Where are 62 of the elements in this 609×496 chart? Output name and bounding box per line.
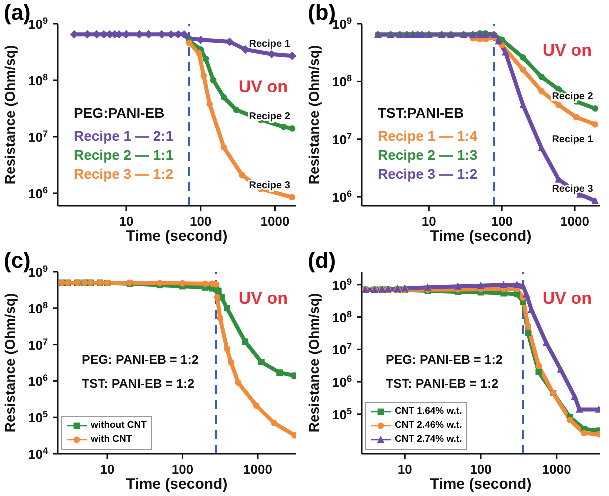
annotation: Recipe 2 — 1:1 <box>74 146 174 166</box>
x-axis-title: Time (second) <box>126 228 228 245</box>
annotation: TST: PANI-EB = 1:2 <box>82 376 196 394</box>
x-tick-label: 1000 <box>560 214 590 229</box>
chart-title: (a) <box>4 0 31 25</box>
y-tick-label: 10$^{8}$ <box>28 72 48 88</box>
x-tick-label: 100 <box>491 214 513 229</box>
y-axis-title: Resistance (Ohm/sq) <box>306 293 322 433</box>
annotation: Recipe 1 — 1:4 <box>378 127 478 146</box>
annotation: Recipe 1 — 2:1 <box>74 127 174 146</box>
y-tick-label: 10$^{7}$ <box>28 336 48 353</box>
x-tick-label: 100 <box>470 462 492 477</box>
legend-label: without CNT <box>91 419 147 433</box>
series-label: Recipe 1 <box>552 134 594 146</box>
chart-title: (c) <box>4 248 31 273</box>
x-tick-label: 10 <box>100 462 115 477</box>
annotation: PEG: PANI-EB = 1:2 <box>386 352 503 370</box>
ref-line-label: UV on <box>238 78 288 97</box>
series-label: Recipe 1 <box>249 39 291 50</box>
y-tick-label: 10$^{8}$ <box>332 74 352 90</box>
annotation: Recipe 3 — 1:2 <box>378 165 478 184</box>
legend-label: CNT 2.74% w.t. <box>395 433 462 447</box>
x-axis-title: Time (second) <box>430 228 532 245</box>
y-tick-label: 10$^{8}$ <box>28 300 48 316</box>
y-tick-label: 10$^{6}$ <box>28 185 48 202</box>
annotation: Recipe 2 — 1:3 <box>378 146 478 166</box>
y-tick-label: 10$^{6}$ <box>332 189 352 206</box>
ref-line-label: UV on <box>238 289 288 308</box>
legend-label: with CNT <box>91 433 132 447</box>
y-tick-label: 10$^{7}$ <box>332 342 352 358</box>
annotation: Recipe 3 — 1:2 <box>74 165 174 184</box>
y-axis-title: Resistance (Ohm/sq) <box>306 45 322 185</box>
y-tick-label: 10$^{7}$ <box>28 128 48 145</box>
legend-label: CNT 2.46% w.t. <box>395 419 462 433</box>
annotation: TST: PANI-EB = 1:2 <box>386 376 500 394</box>
y-axis-title: Resistance (Ohm/sq) <box>2 293 18 433</box>
x-tick-label: 100 <box>190 214 212 229</box>
y-axis-title: Resistance (Ohm/sq) <box>2 45 18 185</box>
legend-label: CNT 1.64% w.t. <box>395 405 462 419</box>
ref-line-label: UV on <box>542 41 592 60</box>
x-tick-label: 10 <box>422 214 436 229</box>
x-tick-label: 10 <box>119 214 134 229</box>
x-tick-label: 100 <box>172 462 194 477</box>
y-tick-label: 10$^{6}$ <box>332 374 352 390</box>
x-tick-label: 1000 <box>244 462 272 477</box>
annotation: TST:PANI-EB <box>378 104 466 124</box>
x-axis-title: Time (second) <box>430 476 532 493</box>
x-tick-label: 10 <box>398 462 412 477</box>
y-tick-label: 10$^{7}$ <box>332 131 352 148</box>
y-tick-label: 10$^{9}$ <box>332 276 352 293</box>
y-tick-label: 10$^{5}$ <box>28 410 48 426</box>
chart-title: (d) <box>308 248 336 274</box>
y-tick-label: 10$^{4}$ <box>28 446 49 462</box>
y-tick-label: 10$^{8}$ <box>332 309 352 326</box>
x-tick-label: 1000 <box>260 214 290 229</box>
ref-line-label: UV on <box>542 289 592 308</box>
x-axis-title: Time (second) <box>126 476 228 493</box>
x-tick-label: 1000 <box>542 462 572 477</box>
y-tick-label: 10$^{5}$ <box>332 406 352 422</box>
annotation: PEG: PANI-EB = 1:2 <box>82 352 199 370</box>
annotation: PEG:PANI-EB <box>74 104 166 124</box>
y-tick-label: 10$^{6}$ <box>28 373 48 390</box>
